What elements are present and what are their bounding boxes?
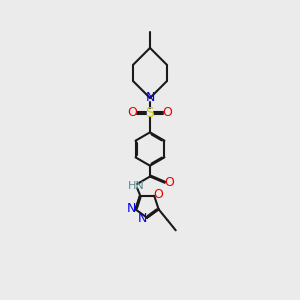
Text: O: O [153, 188, 163, 201]
Text: O: O [128, 106, 137, 119]
Text: N: N [127, 202, 136, 215]
Text: O: O [164, 176, 174, 189]
Text: O: O [163, 106, 172, 119]
Text: N: N [138, 212, 147, 225]
Text: N: N [145, 92, 155, 104]
Text: S: S [146, 106, 154, 120]
Text: HN: HN [128, 181, 145, 191]
